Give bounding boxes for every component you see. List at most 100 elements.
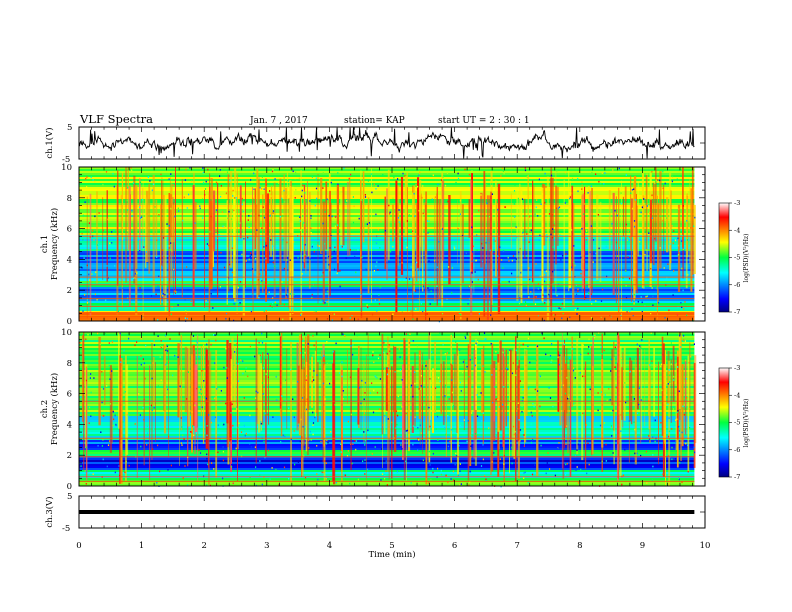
spectrogram-speckle: [425, 365, 427, 367]
spectrogram-impulse: [592, 365, 594, 455]
spectrogram-speckle: [478, 312, 480, 315]
spectrogram-impulse: [680, 333, 682, 461]
spectrogram-speckle: [565, 443, 567, 445]
spectrogram-speckle: [376, 377, 378, 379]
spectrogram-speckle: [366, 468, 369, 471]
spectrogram-speckle: [574, 264, 576, 267]
spectrogram-speckle: [523, 445, 525, 447]
spectrogram-speckle: [673, 375, 675, 378]
spectrogram-speckle: [469, 358, 471, 361]
spectrogram-impulse: [473, 350, 476, 459]
spectrogram-speckle: [511, 462, 513, 465]
spectrogram-impulse: [330, 202, 332, 263]
ch2-colorbar-ticks: -3-4-5-6-7: [729, 364, 740, 481]
spectrogram-speckle: [648, 435, 650, 437]
spectrogram-impulse: [536, 344, 539, 476]
spectrogram-speckle: [451, 428, 453, 431]
spectrogram-speckle: [371, 382, 373, 384]
spectrogram-speckle: [199, 205, 201, 207]
spectrogram-speckle: [168, 224, 170, 227]
spectrogram-speckle: [157, 285, 159, 288]
spectrogram-row: [79, 360, 695, 362]
frequency-tick-label: 0: [67, 317, 72, 327]
spectrogram-speckle: [565, 253, 567, 255]
spectrogram-impulse: [657, 195, 658, 320]
spectrogram-row: [79, 342, 695, 344]
spectrogram-speckle: [604, 172, 606, 174]
spectrogram-speckle: [458, 312, 460, 314]
spectrogram-impulse: [162, 180, 164, 267]
spectrogram-row: [79, 448, 695, 450]
spectrogram-speckle: [552, 246, 554, 248]
spectrogram-speckle: [399, 369, 401, 371]
spectrogram-speckle: [422, 212, 424, 215]
spectrogram-speckle: [373, 389, 375, 392]
spectrogram-speckle: [662, 170, 664, 173]
spectrogram-speckle: [326, 341, 328, 343]
spectrogram-speckle: [311, 293, 313, 296]
spectrogram-speckle: [119, 332, 121, 335]
spectrogram-speckle: [297, 461, 299, 463]
spectrogram-impulse: [303, 190, 305, 262]
spectrogram-speckle: [106, 465, 108, 468]
spectrogram-speckle: [559, 234, 561, 236]
spectrogram-speckle: [577, 190, 579, 193]
spectrogram-speckle: [646, 205, 648, 207]
spectrogram-speckle: [310, 215, 312, 217]
spectrogram-speckle: [540, 203, 542, 205]
spectrogram-speckle: [334, 216, 336, 218]
spectrogram-speckle: [573, 362, 575, 364]
spectrogram-speckle: [414, 371, 416, 373]
spectrogram-impulse: [161, 180, 162, 266]
spectrogram-speckle: [440, 469, 442, 472]
spectrogram-speckle: [239, 302, 241, 304]
spectrogram-speckle: [308, 447, 310, 449]
spectrogram-impulse: [194, 364, 197, 432]
spectrogram-speckle: [656, 307, 658, 310]
spectrogram-speckle: [240, 359, 242, 361]
spectrogram-speckle: [314, 207, 316, 209]
spectrogram-speckle: [661, 363, 663, 366]
spectrogram-speckle: [112, 424, 114, 427]
spectrogram-speckle: [418, 209, 420, 212]
spectrogram-impulse: [174, 199, 176, 252]
spectrogram-impulse: [171, 197, 174, 257]
spectrogram-speckle: [683, 334, 685, 337]
spectrogram-speckle: [551, 359, 553, 362]
spectrogram-speckle: [379, 378, 381, 380]
spectrogram-speckle: [655, 179, 657, 182]
spectrogram-speckle: [155, 293, 157, 296]
spectrogram-speckle: [622, 277, 624, 279]
spectrogram-speckle: [501, 167, 504, 170]
spectrogram-speckle: [494, 240, 496, 242]
frequency-tick-label: 4: [67, 420, 72, 430]
spectrogram-impulse: [525, 349, 528, 416]
spectrogram-speckle: [152, 362, 154, 364]
spectrogram-row: [79, 474, 695, 476]
spectrogram-speckle: [334, 246, 336, 249]
spectrogram-speckle: [261, 176, 263, 178]
spectrogram-speckle: [676, 418, 678, 421]
spectrogram-speckle: [368, 222, 370, 224]
spectrogram-speckle: [350, 443, 352, 445]
spectrogram-row: [79, 354, 695, 356]
spectrogram-speckle: [352, 344, 354, 346]
spectrogram-speckle: [457, 227, 459, 230]
spectrogram-speckle: [668, 438, 670, 440]
spectrogram-speckle: [659, 247, 661, 249]
spectrogram-speckle: [520, 271, 522, 274]
spectrogram-speckle: [676, 314, 679, 316]
spectrogram-speckle: [667, 454, 669, 457]
spectrogram-impulse: [407, 187, 408, 312]
spectrogram-impulse: [581, 195, 584, 270]
spectrogram-impulse: [273, 182, 276, 298]
spectrogram-impulse: [314, 350, 316, 417]
spectrogram-speckle: [461, 234, 464, 237]
spectrogram-impulse: [300, 197, 302, 316]
colorbar-tick-label: -6: [734, 281, 740, 289]
ch1-spectrogram-image: [79, 167, 696, 323]
spectrogram-speckle: [387, 418, 389, 420]
spectrogram-speckle: [363, 412, 366, 415]
spectrogram-speckle: [475, 342, 477, 345]
spectrogram-row: [79, 307, 695, 309]
